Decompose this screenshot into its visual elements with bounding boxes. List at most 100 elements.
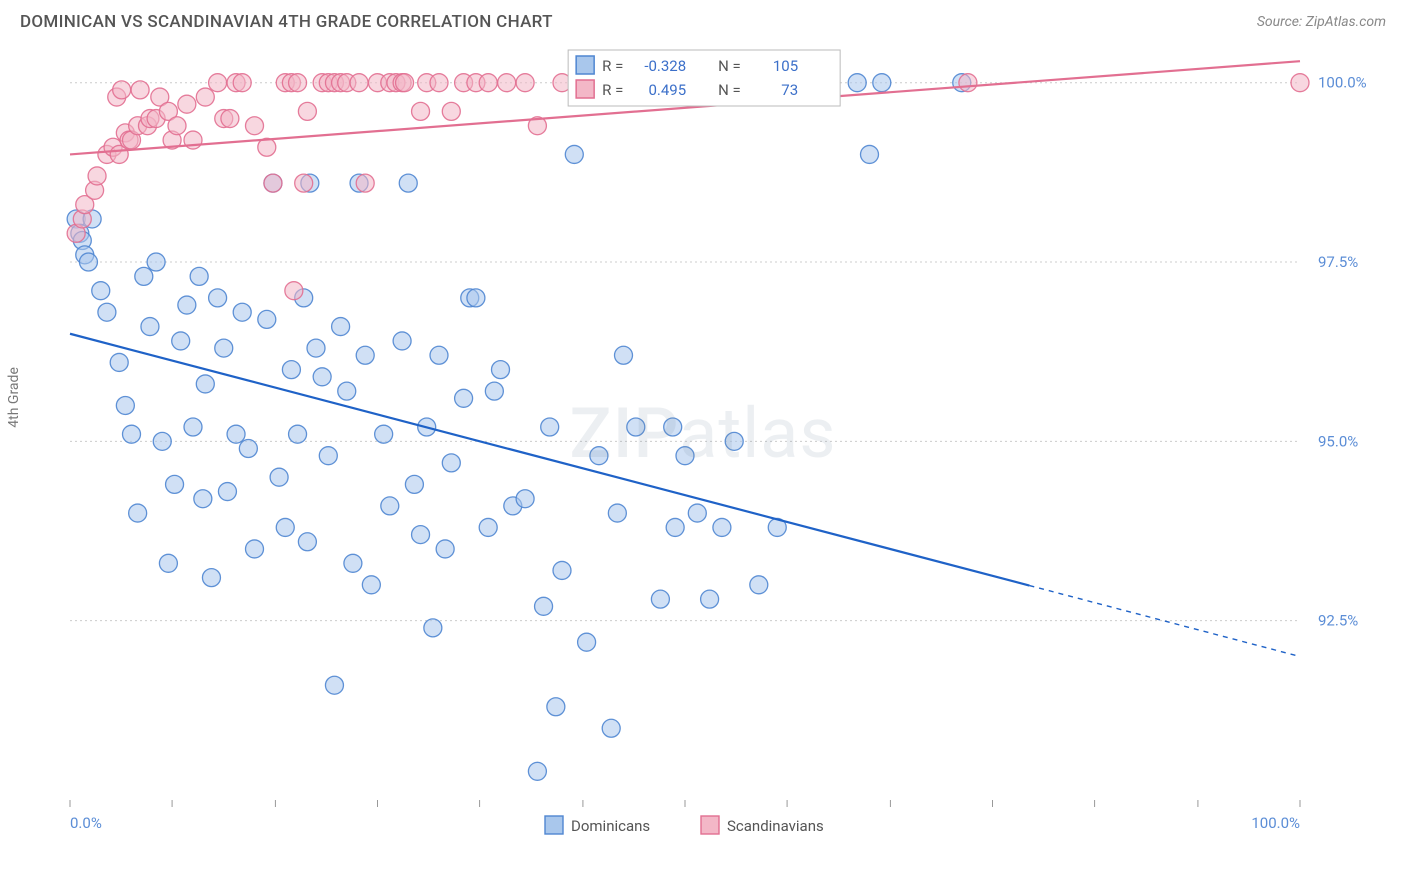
chart-area: 4th Grade ZIPatlas 92.5%95.0%97.5%100.0%… [20, 40, 1386, 860]
series-legend: Dominicans Scandinavians [545, 816, 824, 835]
scatter-point [350, 74, 368, 92]
scatter-point [110, 353, 128, 371]
scatter-point [412, 102, 430, 120]
scatter-point [356, 174, 374, 192]
scatter-point [666, 518, 684, 536]
scatter-point [424, 619, 442, 637]
svg-text:N =: N = [718, 57, 741, 75]
scatter-point [430, 74, 448, 92]
scatter-point [553, 561, 571, 579]
scatter-point [485, 382, 503, 400]
scatter-point [590, 447, 608, 465]
scatter-point [209, 74, 227, 92]
scatter-point [233, 74, 251, 92]
scatter-point [479, 518, 497, 536]
scatter-point [516, 74, 534, 92]
scatter-point [246, 117, 264, 135]
scatter-point [547, 698, 565, 716]
scatter-point [664, 418, 682, 436]
scatter-point [848, 74, 866, 92]
scatter-point [430, 346, 448, 364]
scatter-point [375, 425, 393, 443]
scatter-point [498, 74, 516, 92]
scatter-point [285, 282, 303, 300]
svg-text:Dominicans: Dominicans [571, 817, 650, 835]
scatter-point [147, 253, 165, 271]
scatter-point [88, 167, 106, 185]
scatter-point [516, 490, 534, 508]
scatter-point [239, 440, 257, 458]
scatter-point [608, 504, 626, 522]
scatter-point [289, 74, 307, 92]
scatter-point [959, 74, 977, 92]
scatter-point [393, 332, 411, 350]
svg-text:0.495: 0.495 [648, 81, 686, 99]
scatter-point [92, 282, 110, 300]
scatter-point [135, 267, 153, 285]
scatter-point [218, 483, 236, 501]
scatter-point [221, 110, 239, 128]
scatter-point [541, 418, 559, 436]
scatter-point [325, 676, 343, 694]
scatter-point [412, 526, 430, 544]
svg-text:N =: N = [718, 81, 741, 99]
scatter-point [492, 361, 510, 379]
scatter-point [399, 174, 417, 192]
scatter-chart: 92.5%95.0%97.5%100.0%0.0%100.0%R =-0.328… [20, 40, 1386, 860]
x-tick-label-start: 0.0% [70, 814, 102, 832]
scatter-point [688, 504, 706, 522]
stats-legend: R =-0.328N =105R =0.495N =73 [568, 50, 840, 106]
scatter-point [861, 145, 879, 163]
scatter-point [233, 303, 251, 321]
scatter-point [178, 95, 196, 113]
scatter-point [194, 490, 212, 508]
scatter-point [602, 719, 620, 737]
scatter-point [332, 318, 350, 336]
scatter-point [436, 540, 454, 558]
y-tick-label: 100.0% [1318, 74, 1367, 92]
scatter-point [455, 389, 473, 407]
scatter-point [153, 432, 171, 450]
scatter-point [131, 81, 149, 99]
scatter-point [725, 432, 743, 450]
scatter-point [98, 303, 116, 321]
x-tick-label-end: 100.0% [1251, 814, 1300, 832]
scatter-point [190, 267, 208, 285]
chart-source: Source: ZipAtlas.com [1257, 14, 1386, 30]
scatter-point [578, 633, 596, 651]
scatter-point [701, 590, 719, 608]
scatter-point [258, 310, 276, 328]
scatter-point [338, 382, 356, 400]
scatter-point [362, 576, 380, 594]
scatter-point [276, 518, 294, 536]
scatter-point [319, 447, 337, 465]
chart-header: DOMINICAN VS SCANDINAVIAN 4TH GRADE CORR… [0, 0, 1406, 40]
scatter-point [713, 518, 731, 536]
scatter-point [295, 174, 313, 192]
scatter-point [172, 332, 190, 350]
scatter-point [159, 554, 177, 572]
scatter-point [79, 253, 97, 271]
scatter-point [196, 375, 214, 393]
chart-title: DOMINICAN VS SCANDINAVIAN 4TH GRADE CORR… [20, 12, 553, 32]
scatter-point [750, 576, 768, 594]
scatter-point [202, 569, 220, 587]
scatter-point [535, 597, 553, 615]
y-tick-label: 97.5% [1318, 253, 1358, 271]
scatter-point [313, 368, 331, 386]
svg-text:Scandinavians: Scandinavians [727, 817, 824, 835]
scatter-point [215, 339, 233, 357]
scatter-point [298, 102, 316, 120]
scatter-point [227, 425, 245, 443]
scatter-point [344, 554, 362, 572]
scatter-point [141, 318, 159, 336]
scatter-point [528, 762, 546, 780]
scatter-point [196, 88, 214, 106]
scatter-point [264, 174, 282, 192]
scatter-point [270, 468, 288, 486]
scatter-point [123, 425, 141, 443]
svg-text:73: 73 [781, 81, 798, 99]
scatter-point [565, 145, 583, 163]
svg-text:105: 105 [773, 57, 798, 75]
scatter-point [405, 475, 423, 493]
